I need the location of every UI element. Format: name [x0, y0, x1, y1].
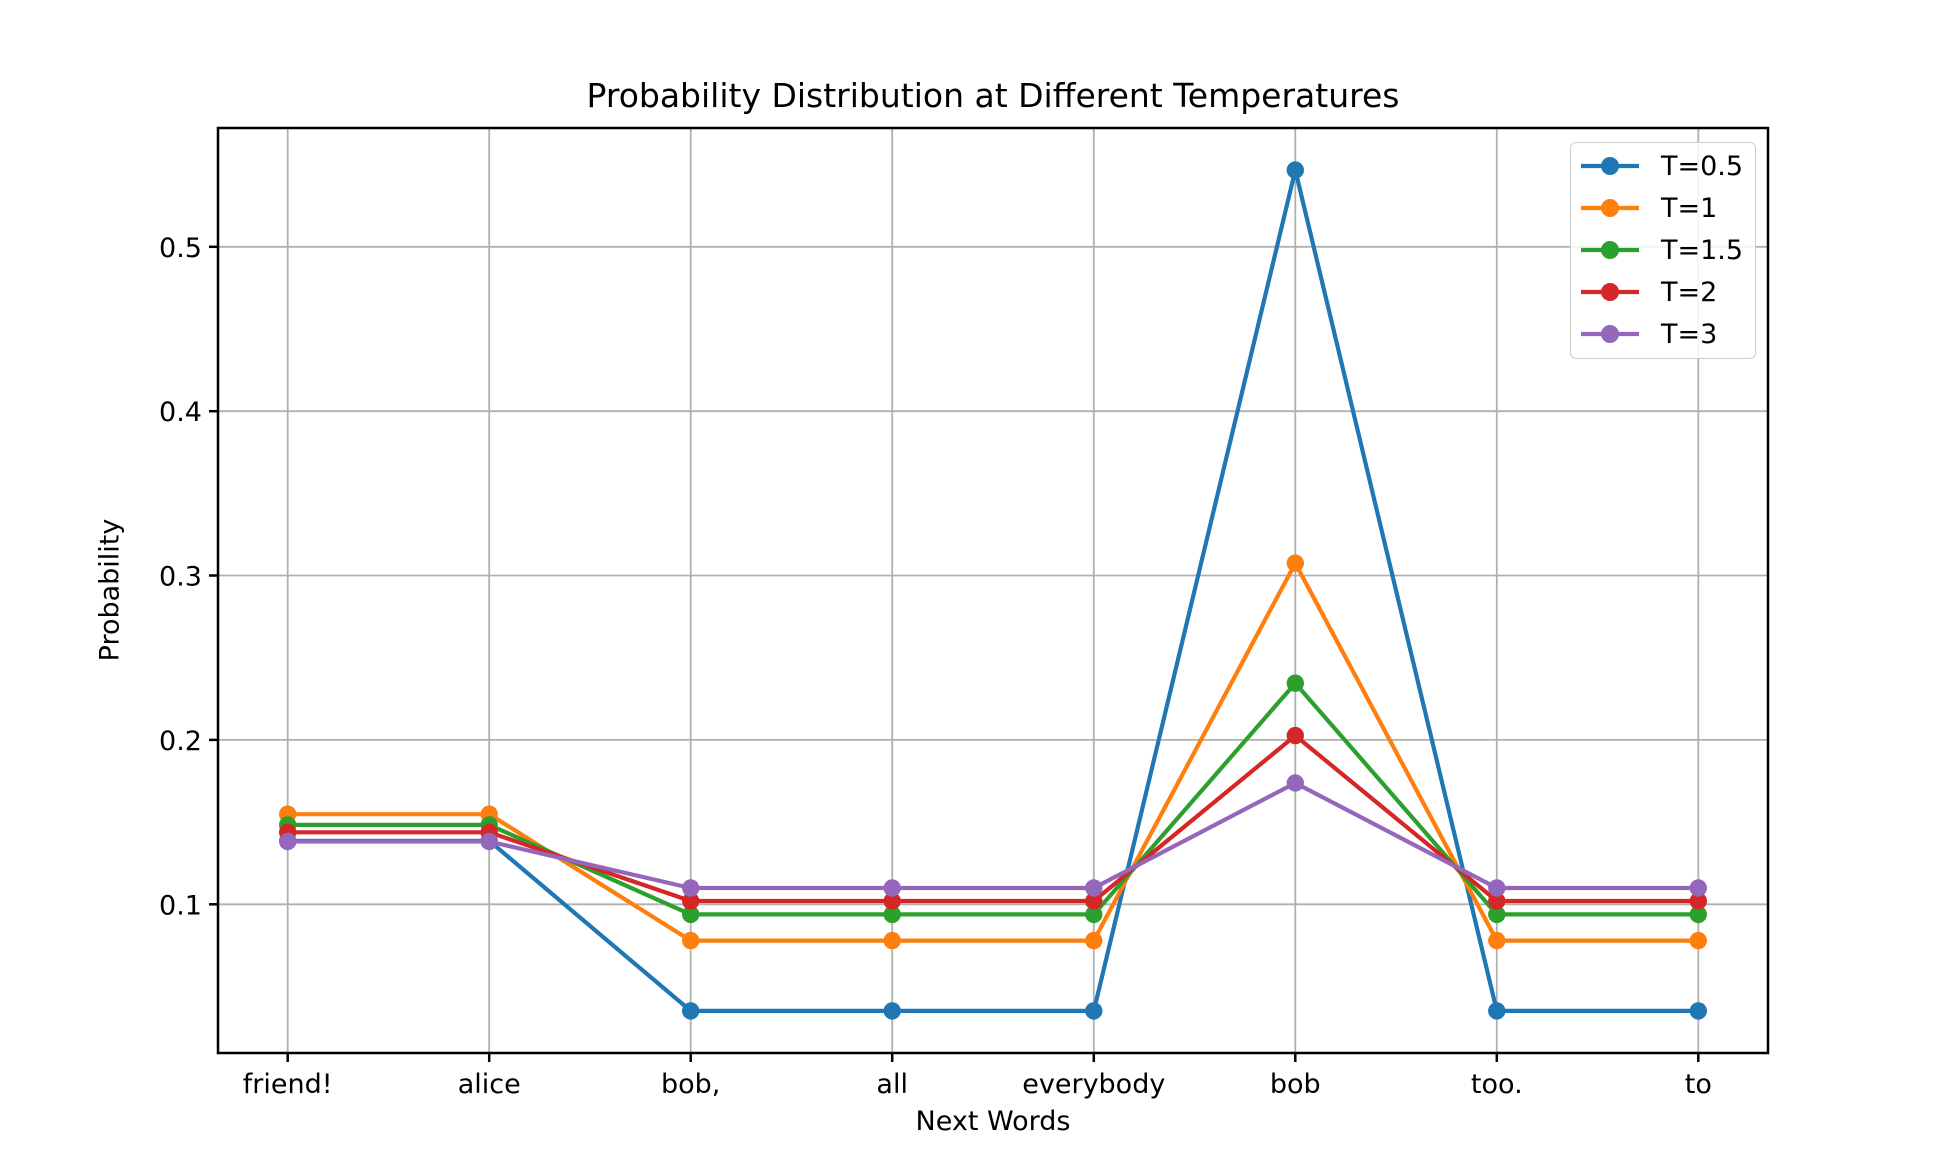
x-tick-label: bob — [1270, 1069, 1321, 1100]
legend-line-sample — [1581, 283, 1639, 301]
data-point — [1286, 161, 1305, 179]
legend-item-label: T=0.5 — [1661, 150, 1744, 182]
x-axis-label: Next Words — [915, 1106, 1071, 1137]
legend-line-sample — [1581, 241, 1639, 259]
data-point — [1488, 879, 1506, 897]
data-point — [1488, 905, 1506, 924]
data-point — [1286, 726, 1305, 745]
series-line — [285, 733, 1701, 904]
y-tick-label: 0.2 — [159, 726, 202, 757]
data-point — [1689, 905, 1708, 924]
legend-item-label: T=1 — [1661, 192, 1718, 224]
data-point — [1085, 905, 1103, 924]
data-point — [1689, 931, 1708, 950]
legend-item-label: T=3 — [1661, 318, 1718, 350]
data-point — [1085, 879, 1103, 897]
y-tick-label: 0.5 — [159, 233, 202, 264]
legend-line-sample — [1581, 325, 1639, 343]
legend-item: T=2 — [1579, 271, 1755, 313]
x-tick-label: all — [876, 1069, 908, 1100]
x-tick-label: friend! — [243, 1069, 333, 1100]
legend-item-label: T=2 — [1661, 276, 1718, 308]
data-point — [883, 1002, 901, 1020]
data-point — [1085, 931, 1103, 950]
legend-item: T=0.5 — [1579, 145, 1755, 187]
y-axis-label: Probability — [94, 518, 126, 662]
data-point — [1689, 879, 1708, 897]
data-point — [480, 832, 498, 851]
data-point — [1085, 1002, 1103, 1020]
plot-frame — [216, 126, 1770, 1055]
legend-line-sample — [1581, 199, 1639, 217]
legend: T=0.5 T=1 T=1.5 T=2 T=3 — [1570, 142, 1756, 359]
data-point — [1488, 892, 1506, 910]
legend-item: T=3 — [1579, 313, 1755, 355]
x-tick-label: bob, — [661, 1069, 720, 1100]
series-line — [285, 780, 1701, 891]
y-tick-label: 0.1 — [159, 890, 202, 921]
x-tick-label: to — [1685, 1069, 1712, 1100]
data-point — [1085, 892, 1103, 910]
x-tick-label: too. — [1471, 1069, 1523, 1100]
data-point — [1689, 1002, 1708, 1020]
data-point — [883, 931, 901, 950]
x-tick-label: alice — [458, 1069, 521, 1100]
y-tick-label: 0.3 — [159, 562, 202, 593]
data-point — [1286, 674, 1305, 692]
series-line — [285, 681, 1701, 917]
legend-item: T=1 — [1579, 187, 1755, 229]
data-point — [279, 832, 297, 851]
x-tick-label: everybody — [1022, 1069, 1165, 1100]
data-point — [883, 879, 901, 897]
data-point — [682, 905, 700, 924]
data-point — [1286, 554, 1305, 572]
y-tick-label: 0.4 — [159, 397, 202, 428]
legend-item-label: T=1.5 — [1661, 234, 1744, 266]
data-point — [682, 931, 700, 950]
legend-item: T=1.5 — [1579, 229, 1755, 271]
legend-line-sample — [1581, 157, 1639, 175]
data-point — [682, 1002, 700, 1020]
data-point — [1488, 1002, 1506, 1020]
data-point — [883, 905, 901, 924]
data-point — [1286, 774, 1305, 792]
data-point — [682, 892, 700, 910]
data-point — [883, 892, 901, 910]
data-point — [1689, 892, 1708, 910]
data-point — [682, 879, 700, 897]
chart-title: Probability Distribution at Different Te… — [586, 76, 1400, 115]
data-point — [1488, 931, 1506, 950]
